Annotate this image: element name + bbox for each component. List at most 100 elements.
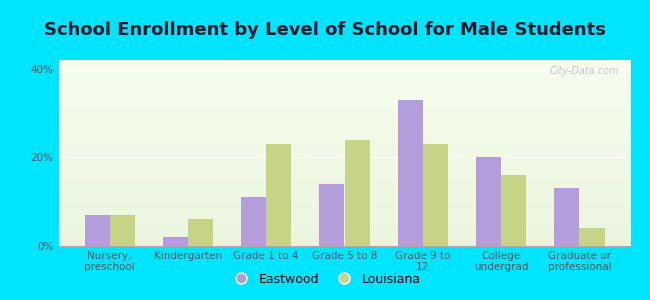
Bar (58, 162, 630, 164)
Bar (58, 218, 630, 220)
Bar (266, 144, 291, 246)
Bar (58, 170, 630, 172)
Bar (58, 80, 630, 82)
Bar (58, 66, 630, 68)
Bar (58, 184, 630, 187)
Bar (58, 181, 630, 183)
Bar (58, 60, 630, 62)
Bar (58, 233, 630, 235)
Bar (58, 155, 630, 157)
Bar (58, 110, 630, 112)
Bar (58, 216, 630, 218)
Bar (241, 197, 266, 246)
Bar (58, 211, 630, 212)
Bar (58, 151, 630, 153)
Bar (58, 99, 630, 101)
Bar (58, 149, 630, 151)
Bar (58, 69, 630, 71)
Bar (58, 166, 630, 168)
Bar (58, 95, 630, 97)
Bar (58, 205, 630, 207)
Bar (319, 184, 344, 246)
Bar (58, 194, 630, 196)
Bar (58, 79, 630, 80)
Bar (58, 179, 630, 181)
Bar (58, 112, 630, 114)
Bar (58, 118, 630, 119)
Bar (58, 175, 630, 177)
Bar (58, 101, 630, 103)
Bar (58, 183, 630, 184)
Bar (58, 227, 630, 229)
Bar (58, 235, 630, 237)
Bar (58, 153, 630, 155)
Bar (58, 73, 630, 75)
Bar (58, 237, 630, 239)
Bar (58, 75, 630, 77)
Bar (58, 146, 630, 147)
Bar (58, 103, 630, 105)
Bar (58, 97, 630, 99)
Bar (58, 123, 630, 125)
Bar (58, 198, 630, 200)
Bar (58, 200, 630, 201)
Bar (58, 157, 630, 159)
Bar (58, 84, 630, 86)
Bar (58, 187, 630, 188)
Bar (344, 140, 370, 246)
Bar (58, 86, 630, 88)
Bar (58, 177, 630, 179)
Text: School Enrollment by Level of School for Male Students: School Enrollment by Level of School for… (44, 21, 606, 39)
Bar (58, 196, 630, 198)
Bar (58, 142, 630, 144)
Bar (58, 229, 630, 231)
Bar (58, 106, 630, 108)
Bar (58, 172, 630, 173)
Bar (422, 144, 448, 246)
Bar (58, 226, 630, 227)
Bar (58, 144, 630, 146)
Bar (58, 105, 630, 106)
Bar (58, 71, 630, 73)
Bar (58, 133, 630, 134)
Bar (58, 108, 630, 110)
Bar (162, 237, 188, 246)
Bar (58, 64, 630, 66)
Bar (58, 224, 630, 226)
Bar (58, 138, 630, 140)
Bar (58, 92, 630, 94)
Bar (476, 158, 501, 246)
Bar (58, 164, 630, 166)
Bar (58, 77, 630, 79)
Bar (58, 68, 630, 69)
Bar (58, 116, 630, 118)
Bar (58, 203, 630, 205)
Bar (58, 114, 630, 116)
Bar (58, 140, 630, 142)
Bar (58, 131, 630, 133)
Bar (84, 215, 110, 246)
Bar (58, 242, 630, 244)
Bar (58, 134, 630, 136)
Bar (58, 90, 630, 92)
Bar (58, 173, 630, 175)
Bar (188, 219, 213, 246)
Bar (58, 201, 630, 203)
Bar (58, 160, 630, 162)
Bar (501, 175, 526, 246)
Legend: Eastwood, Louisiana: Eastwood, Louisiana (224, 268, 426, 291)
Bar (58, 129, 630, 131)
Bar (58, 212, 630, 214)
Bar (58, 240, 630, 242)
Bar (58, 214, 630, 216)
Bar (58, 231, 630, 233)
Bar (58, 220, 630, 222)
Bar (58, 94, 630, 95)
Bar (58, 238, 630, 240)
Bar (58, 88, 630, 90)
Bar (58, 125, 630, 127)
Bar (58, 168, 630, 170)
Bar (58, 159, 630, 161)
Bar (398, 100, 423, 246)
Bar (58, 188, 630, 190)
